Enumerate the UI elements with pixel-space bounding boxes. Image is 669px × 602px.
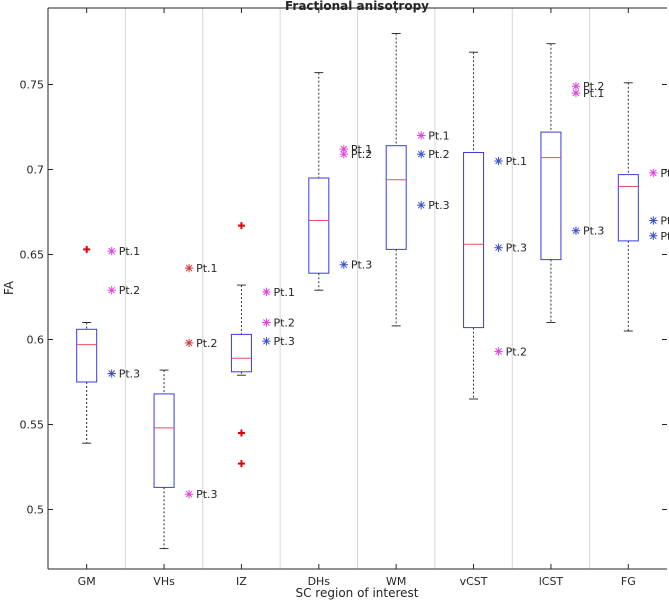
patient-label: Pt.3 bbox=[119, 368, 140, 381]
patient-asterisk bbox=[416, 201, 426, 210]
patient-asterisk bbox=[262, 287, 271, 297]
y-tick-label: 0.5 bbox=[27, 504, 45, 517]
patient-asterisk bbox=[571, 226, 581, 235]
x-tick-label: GM bbox=[78, 575, 96, 588]
patient-label: Pt.1 bbox=[351, 143, 372, 156]
box-dhs bbox=[308, 72, 330, 291]
box-gm bbox=[76, 245, 98, 444]
patient-label: Pt.3 bbox=[196, 488, 217, 501]
y-tick-label: 0.65 bbox=[20, 249, 45, 262]
y-ticks: 0.5 0.55 0.6 0.65 0.7 0.75 bbox=[20, 79, 667, 517]
box-lcst bbox=[540, 43, 562, 323]
patient-asterisk bbox=[649, 216, 658, 225]
patient-asterisk bbox=[571, 88, 581, 98]
patient-label: Pt.1 bbox=[119, 245, 140, 258]
patient-label: Pt.2 bbox=[506, 345, 527, 358]
box-iz bbox=[230, 222, 252, 468]
y-tick-label: 0.75 bbox=[20, 79, 45, 92]
x-tick-label: VHs bbox=[153, 575, 175, 588]
patient-label: Pt.3 bbox=[428, 199, 449, 212]
x-tick-label: lCST bbox=[539, 575, 564, 588]
patient-asterisk bbox=[494, 156, 503, 166]
patient-label: Pt.1 bbox=[660, 215, 669, 228]
outlier-marker bbox=[237, 460, 245, 468]
patient-label: Pt.3 bbox=[660, 230, 669, 243]
patient-asterisk bbox=[494, 347, 503, 356]
patient-label: Pt.1 bbox=[273, 286, 294, 299]
patient-label: Pt.3 bbox=[583, 225, 604, 238]
patient-label: Pt.2 bbox=[273, 317, 294, 330]
patient-asterisk bbox=[107, 369, 116, 378]
patient-asterisk bbox=[184, 490, 194, 499]
patient-label: Pt.3 bbox=[351, 259, 372, 272]
patient-asterisk bbox=[184, 263, 194, 273]
patient-label: Pt.3 bbox=[506, 242, 527, 255]
x-ticks: GM VHs IZ DHs WM vCST lCST FG bbox=[78, 8, 636, 588]
patient-label: Pt.1 bbox=[506, 155, 527, 168]
box-group bbox=[76, 33, 639, 550]
box-iqr bbox=[540, 131, 562, 261]
patient-label: Pt.1 bbox=[583, 87, 604, 100]
y-tick-label: 0.55 bbox=[20, 419, 45, 432]
outlier-marker bbox=[83, 245, 91, 253]
region-separators bbox=[124, 8, 591, 569]
patient-label: Pt.2 bbox=[428, 148, 449, 161]
patient-asterisk bbox=[416, 131, 426, 140]
patient-asterisk bbox=[262, 337, 271, 346]
patient-label: Pt.1 bbox=[428, 130, 449, 143]
box-iqr bbox=[308, 177, 330, 274]
chart-title: Fractional anisotropy bbox=[285, 0, 429, 13]
patient-asterisk bbox=[184, 338, 194, 348]
y-axis-label: FA bbox=[2, 280, 16, 295]
box-iqr bbox=[76, 328, 98, 383]
patient-asterisk bbox=[107, 246, 116, 256]
outlier-marker bbox=[237, 429, 245, 437]
box-vcst bbox=[463, 51, 485, 400]
box-iqr bbox=[463, 152, 485, 329]
x-tick-label: IZ bbox=[236, 575, 247, 588]
patient-label: Pt.1 bbox=[196, 262, 217, 275]
patient-asterisk bbox=[494, 243, 503, 252]
box-iqr bbox=[153, 393, 175, 488]
patient-asterisk bbox=[339, 260, 349, 269]
box-iqr bbox=[385, 145, 407, 250]
box-wm bbox=[385, 33, 407, 327]
patient-asterisk bbox=[649, 231, 658, 240]
outlier-marker bbox=[237, 222, 245, 230]
patient-label: Pt.2 bbox=[660, 167, 669, 180]
y-tick-label: 0.6 bbox=[27, 334, 45, 347]
x-axis-label: SC region of interest bbox=[296, 586, 419, 600]
patient-label: Pt.2 bbox=[119, 284, 140, 297]
box-fg bbox=[617, 82, 639, 332]
box-iqr bbox=[617, 174, 639, 242]
patient-asterisk bbox=[339, 150, 349, 159]
box-vhs bbox=[153, 369, 175, 550]
x-tick-label: WM bbox=[386, 575, 406, 588]
x-tick-label: DHs bbox=[308, 575, 331, 588]
patient-label: Pt.2 bbox=[351, 148, 372, 161]
patient-asterisk bbox=[649, 168, 658, 178]
patient-asterisk bbox=[107, 286, 116, 295]
y-tick-label: 0.7 bbox=[27, 164, 45, 177]
patient-label: Pt.2 bbox=[583, 80, 604, 93]
patient-label: Pt.3 bbox=[273, 335, 294, 348]
patient-asterisk bbox=[416, 150, 426, 159]
x-tick-label: vCST bbox=[460, 575, 488, 588]
x-tick-label: FG bbox=[621, 575, 636, 588]
patient-markers: Pt.1Pt.2Pt.3Pt.1Pt.2Pt.3Pt.1Pt.2Pt.3Pt.1… bbox=[107, 80, 669, 501]
patient-label: Pt.2 bbox=[196, 337, 217, 350]
box-iqr bbox=[230, 333, 252, 373]
patient-asterisk bbox=[262, 318, 271, 327]
